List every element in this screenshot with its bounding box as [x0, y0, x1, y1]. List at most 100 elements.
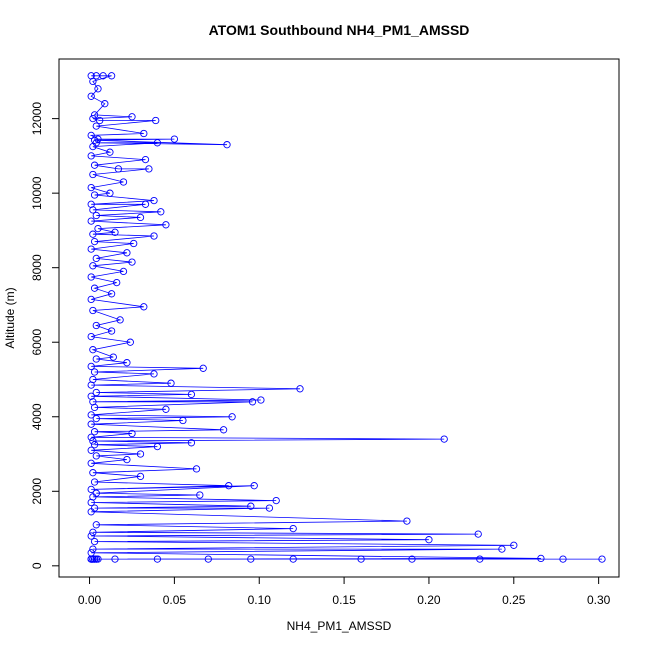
data-point [87, 273, 95, 281]
data-point [107, 327, 116, 335]
data-point [257, 396, 265, 404]
x-tick-label: 0.20 [417, 593, 441, 607]
data-point [187, 439, 196, 447]
data-point [90, 284, 99, 292]
y-tick-label: 12000 [30, 102, 44, 136]
data-point [130, 239, 138, 248]
data-point [140, 129, 148, 138]
data-point [141, 155, 150, 164]
data-point [92, 254, 100, 263]
data-point [265, 504, 274, 512]
data-point [192, 465, 201, 473]
data-point [187, 390, 196, 399]
data-point [113, 278, 121, 287]
data-point [289, 524, 297, 533]
data-point [474, 530, 482, 538]
data-point [510, 541, 518, 549]
data-point [119, 267, 128, 276]
data-point [90, 537, 99, 546]
data-point [101, 100, 109, 108]
data-point [87, 420, 95, 428]
data-point [219, 426, 228, 434]
y-tick-label: 10000 [30, 176, 44, 210]
data-point [99, 72, 107, 80]
data-point [87, 362, 95, 371]
data-point [89, 262, 97, 270]
data-point [179, 416, 187, 425]
data-point [89, 469, 97, 477]
data-point [476, 555, 484, 563]
y-tick-label: 2000 [30, 478, 44, 505]
data-point [89, 170, 97, 179]
data-point [199, 364, 207, 372]
data-point [87, 485, 95, 494]
data-point [247, 555, 255, 563]
data-point [250, 482, 258, 490]
x-tick-label: 0.05 [163, 593, 187, 607]
data-point [223, 141, 231, 149]
data-point [89, 114, 97, 123]
x-axis-label: NH4_PM1_AMSSD [287, 619, 392, 633]
x-tick-label: 0.00 [78, 593, 102, 607]
data-point [90, 368, 99, 376]
data-point [92, 211, 100, 220]
data-point [89, 206, 97, 214]
data-point [141, 200, 150, 208]
x-tick-label: 0.10 [248, 593, 272, 607]
data-point [204, 555, 212, 563]
data-point [90, 237, 99, 246]
data-point [170, 135, 179, 143]
data-point [150, 370, 158, 378]
y-tick-label: 4000 [30, 403, 44, 430]
chart-title: ATOM1 Southbound NH4_PM1_AMSSD [209, 22, 470, 38]
data-point [89, 77, 97, 86]
data-point [90, 478, 99, 486]
data-point [408, 555, 416, 563]
data-point [89, 437, 97, 445]
data-point [87, 131, 95, 140]
data-point [94, 224, 102, 233]
data-point [107, 290, 116, 298]
data-point [94, 85, 102, 93]
y-tick-label: 6000 [30, 329, 44, 356]
data-point [106, 148, 114, 156]
y-axis: 0 2000 4000 6000 8000 10000 12000 [30, 102, 60, 569]
data-point [87, 295, 95, 304]
data-point [114, 165, 123, 173]
data-point [272, 496, 280, 505]
data-point [598, 555, 606, 563]
data-point [92, 122, 100, 130]
data-point [225, 482, 233, 490]
data-point [90, 161, 99, 169]
data-point [92, 555, 100, 563]
data-point [87, 381, 95, 389]
x-tick-label: 0.25 [502, 593, 526, 607]
data-point [162, 405, 170, 413]
data-point [247, 502, 255, 510]
x-tick-label: 0.30 [587, 593, 611, 607]
data-point [123, 249, 131, 257]
data-point [150, 232, 158, 240]
data-point [162, 221, 170, 229]
data-point [559, 555, 567, 563]
data-point [92, 355, 100, 363]
data-point [136, 472, 145, 481]
data-point [296, 385, 304, 393]
data-point [403, 517, 411, 525]
data-point [87, 245, 95, 253]
data-point [90, 403, 99, 412]
data-point [228, 413, 236, 421]
data-point [153, 555, 162, 563]
data-point [153, 442, 162, 451]
data-point [92, 414, 100, 423]
data-point [136, 450, 145, 458]
data-point [109, 353, 117, 361]
data-point [440, 435, 448, 443]
data-point [94, 135, 102, 143]
data-point [87, 152, 95, 160]
data-point [119, 178, 128, 186]
data-point [167, 379, 175, 387]
data-point [89, 346, 97, 354]
data-point [152, 116, 160, 125]
x-axis: 0.00 0.05 0.10 0.15 0.20 0.25 0.30 [78, 576, 611, 607]
